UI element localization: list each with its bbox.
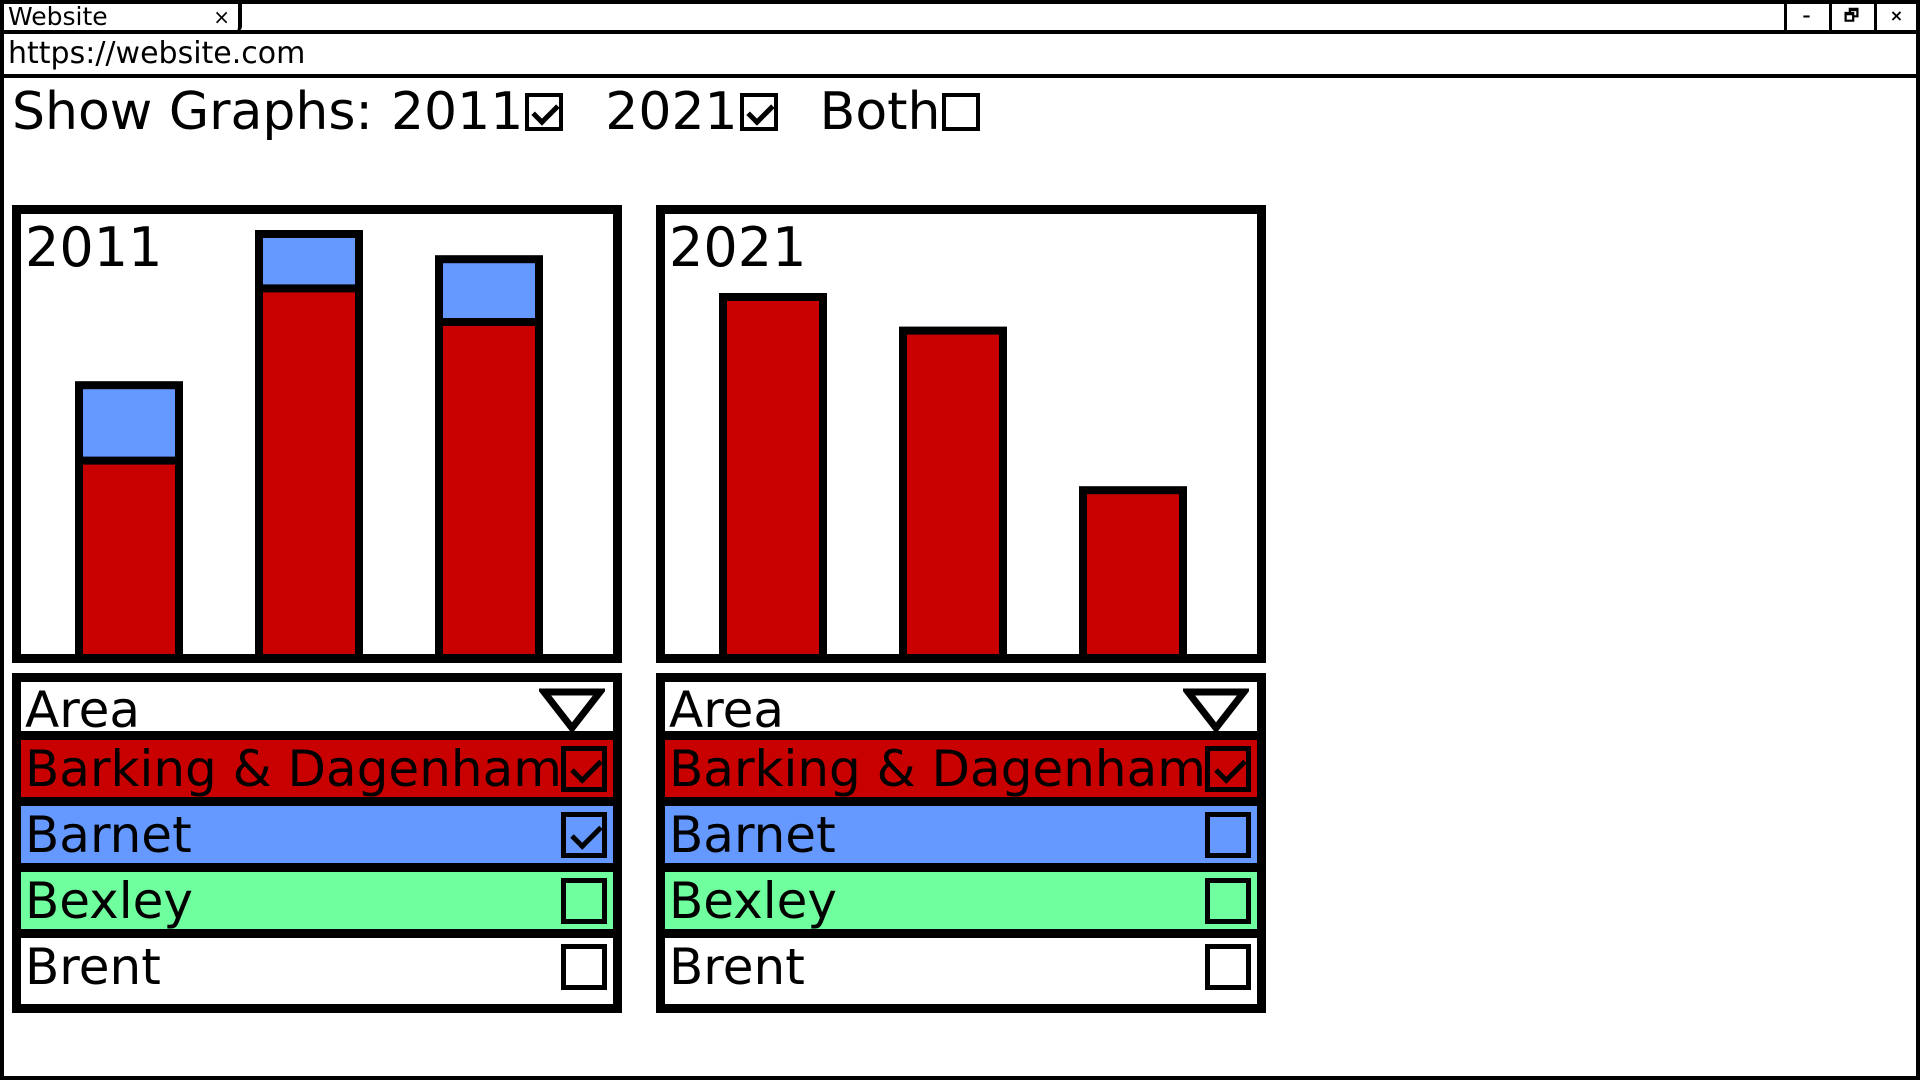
chart-2011-svg <box>75 230 543 654</box>
area-row-barking-dagenham[interactable]: Barking & Dagenham <box>665 740 1257 806</box>
area-row-barking-dagenham[interactable]: Barking & Dagenham <box>21 740 613 806</box>
area-checkbox[interactable] <box>561 944 607 990</box>
show-graphs-controls: Show Graphs: 2011 2021 Both <box>12 82 1022 142</box>
triangle-down-icon[interactable] <box>539 688 605 732</box>
bar-2021-1-series-1 <box>719 293 827 654</box>
area-row-brent[interactable]: Brent <box>665 938 1257 1004</box>
bar-2011-3-series-1 <box>435 314 543 654</box>
area-dropdown-2021[interactable]: Area Barking & Dagenham Barnet Bexley Br… <box>656 673 1266 1013</box>
area-checkbox[interactable] <box>1205 944 1251 990</box>
area-checkbox[interactable] <box>561 878 607 924</box>
chart-title-2011: 2011 <box>25 216 163 279</box>
area-row-label: Brent <box>25 938 161 996</box>
area-dropdown-header[interactable]: Area <box>665 682 1257 740</box>
area-row-bexley[interactable]: Bexley <box>665 872 1257 938</box>
option-both[interactable]: Both <box>820 82 981 142</box>
area-dropdown-header[interactable]: Area <box>21 682 613 740</box>
option-both-label: Both <box>819 82 941 142</box>
area-row-brent[interactable]: Brent <box>21 938 613 1004</box>
area-row-barnet[interactable]: Barnet <box>21 806 613 872</box>
area-row-label: Barking & Dagenham <box>669 740 1206 798</box>
browser-tab[interactable]: Website × <box>4 4 242 32</box>
bar-2011-2-series-1 <box>255 280 363 654</box>
show-graphs-label: Show Graphs: <box>12 82 373 142</box>
area-row-label: Barnet <box>669 806 836 864</box>
chart-2021: 2021 <box>656 205 1266 663</box>
bar-2011-3-series-2 <box>435 255 543 326</box>
triangle-down-icon[interactable] <box>1183 688 1249 732</box>
area-checkbox[interactable] <box>1205 812 1251 858</box>
bar-2021-3-series-1 <box>1079 486 1187 654</box>
url-text: https://website.com <box>8 36 306 71</box>
option-2011-checkbox[interactable] <box>525 93 564 131</box>
bar-2011-1-series-1 <box>75 452 183 654</box>
area-row-bexley[interactable]: Bexley <box>21 872 613 938</box>
minimize-button[interactable]: – <box>1784 4 1826 30</box>
area-checkbox[interactable] <box>561 746 607 792</box>
area-checkbox[interactable] <box>1205 878 1251 924</box>
area-checkbox[interactable] <box>1205 746 1251 792</box>
bar-2021-2-series-1 <box>899 326 1007 654</box>
option-2021-checkbox[interactable] <box>739 93 778 131</box>
area-dropdown-2011[interactable]: Area Barking & Dagenham Barnet Bexley Br… <box>12 673 622 1013</box>
chart-title-2021: 2021 <box>669 216 807 279</box>
area-row-label: Brent <box>669 938 805 996</box>
option-2021-label: 2021 <box>605 82 738 142</box>
chart-2011: 2011 <box>12 205 622 663</box>
option-2011[interactable]: 2011 <box>390 82 564 142</box>
area-row-label: Barking & Dagenham <box>25 740 562 798</box>
close-window-button[interactable]: × <box>1874 4 1916 30</box>
title-bar: Website × – 🗗 × <box>4 4 1916 34</box>
panel-2011: 2011 Area Barking & Dagenham Barnet Bexl… <box>12 205 622 1013</box>
chart-2021-svg <box>719 293 1187 654</box>
panel-2021: 2021 Area Barking & Dagenham Barnet Bexl… <box>656 205 1266 1013</box>
option-2021[interactable]: 2021 <box>605 82 778 142</box>
option-2011-label: 2011 <box>390 82 524 142</box>
tab-title: Website <box>8 2 108 31</box>
tab-close-icon[interactable]: × <box>213 5 230 29</box>
bar-2011-1-series-2 <box>75 381 183 465</box>
area-row-barnet[interactable]: Barnet <box>665 806 1257 872</box>
area-row-label: Bexley <box>25 872 194 930</box>
address-bar[interactable]: https://website.com <box>4 34 1916 78</box>
area-dropdown-label: Area <box>25 681 141 739</box>
area-row-label: Barnet <box>25 806 192 864</box>
area-checkbox[interactable] <box>561 812 607 858</box>
area-row-label: Bexley <box>669 872 838 930</box>
option-both-checkbox[interactable] <box>942 93 981 131</box>
restore-button[interactable]: 🗗 <box>1829 4 1871 30</box>
bar-2011-2-series-2 <box>255 230 363 293</box>
area-dropdown-label: Area <box>669 681 785 739</box>
